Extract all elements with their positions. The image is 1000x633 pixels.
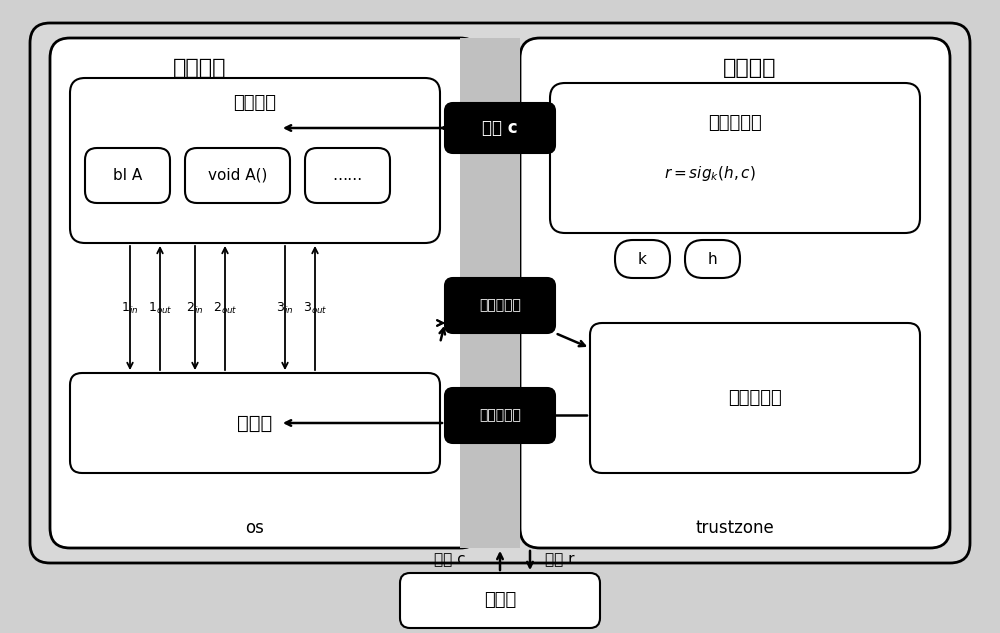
Text: h: h	[708, 251, 717, 266]
Text: 拦截器: 拦截器	[237, 413, 273, 432]
Text: void A(): void A()	[208, 168, 267, 183]
Text: $3_{out}$: $3_{out}$	[303, 301, 327, 315]
FancyBboxPatch shape	[400, 573, 600, 628]
Text: $1_{in}$: $1_{in}$	[121, 301, 139, 315]
Text: bl A: bl A	[113, 168, 142, 183]
Text: ……: ……	[332, 168, 363, 183]
FancyBboxPatch shape	[305, 148, 390, 203]
Bar	[460, 38, 520, 548]
Text: $2_{out}$: $2_{out}$	[213, 301, 237, 315]
FancyBboxPatch shape	[520, 38, 950, 548]
Text: trustzone: trustzone	[696, 519, 774, 537]
FancyBboxPatch shape	[445, 278, 555, 333]
Text: k: k	[638, 251, 647, 266]
FancyBboxPatch shape	[445, 388, 555, 443]
Text: 验证端: 验证端	[484, 591, 516, 610]
Text: $3_{in}$: $3_{in}$	[276, 301, 294, 315]
FancyBboxPatch shape	[30, 23, 970, 563]
Text: 控制流恢复: 控制流恢复	[479, 408, 521, 422]
Text: 控制流转移: 控制流转移	[479, 299, 521, 313]
Text: 正常世界: 正常世界	[173, 58, 227, 78]
Text: 指令 c: 指令 c	[482, 119, 518, 137]
Text: $r = sig_k(h, c)$: $r = sig_k(h, c)$	[664, 163, 756, 182]
FancyBboxPatch shape	[185, 148, 290, 203]
Text: 哈希管理器: 哈希管理器	[728, 389, 782, 407]
Text: 目标程序: 目标程序	[233, 94, 276, 112]
FancyBboxPatch shape	[445, 103, 555, 153]
FancyBboxPatch shape	[70, 373, 440, 473]
FancyBboxPatch shape	[50, 38, 480, 548]
Text: 应答 r: 应答 r	[545, 553, 575, 568]
Text: $2_{in}$: $2_{in}$	[186, 301, 204, 315]
Text: 指令 c: 指令 c	[434, 553, 466, 568]
Text: $1_{out}$: $1_{out}$	[148, 301, 172, 315]
FancyBboxPatch shape	[550, 83, 920, 233]
FancyBboxPatch shape	[85, 148, 170, 203]
Text: os: os	[246, 519, 264, 537]
FancyBboxPatch shape	[70, 78, 440, 243]
Text: 安全世界: 安全世界	[723, 58, 777, 78]
FancyBboxPatch shape	[615, 240, 670, 278]
FancyBboxPatch shape	[685, 240, 740, 278]
Text: 应答生成器: 应答生成器	[708, 114, 762, 132]
FancyBboxPatch shape	[590, 323, 920, 473]
